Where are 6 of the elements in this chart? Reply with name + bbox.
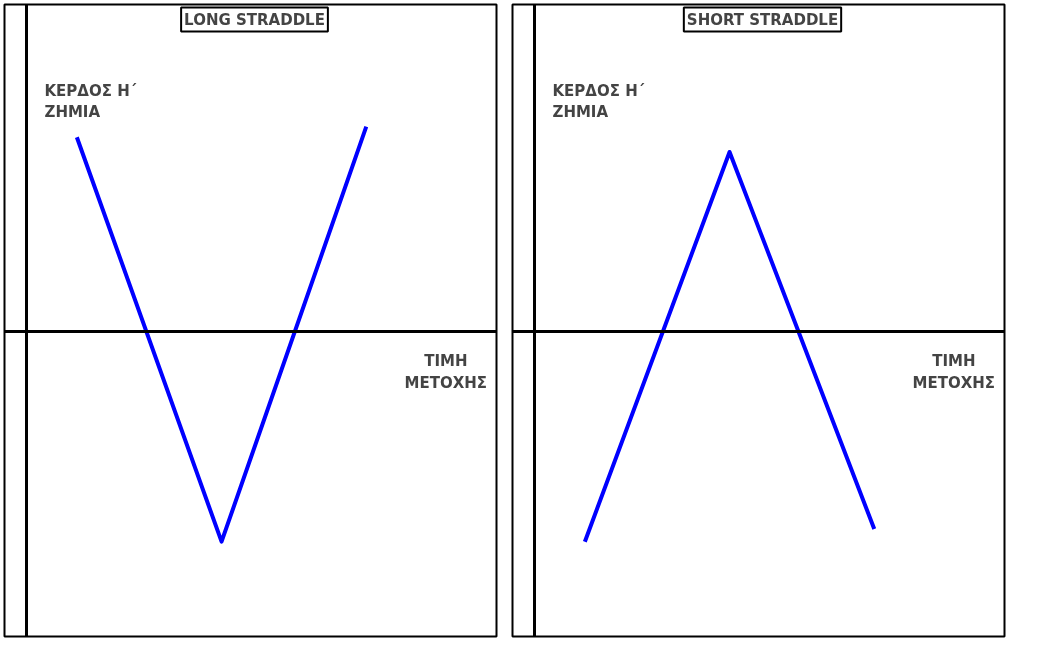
chart-title: SHORT STRADDLE [686,10,839,29]
y-axis-title: ΚΕΡΔΟΣ Η΄ ΖΗΜΙΑ [552,81,645,122]
x-axis-title: ΤΙΜΗ ΜΕΤΟΧΗΣ [404,352,488,392]
y-axis-title: ΚΕΡΔΟΣ Η΄ ΖΗΜΙΑ [44,81,137,122]
chart-title: LONG STRADDLE [184,10,325,29]
x-axis-title: ΤΙΜΗ ΜΕΤΟΧΗΣ [912,352,996,392]
